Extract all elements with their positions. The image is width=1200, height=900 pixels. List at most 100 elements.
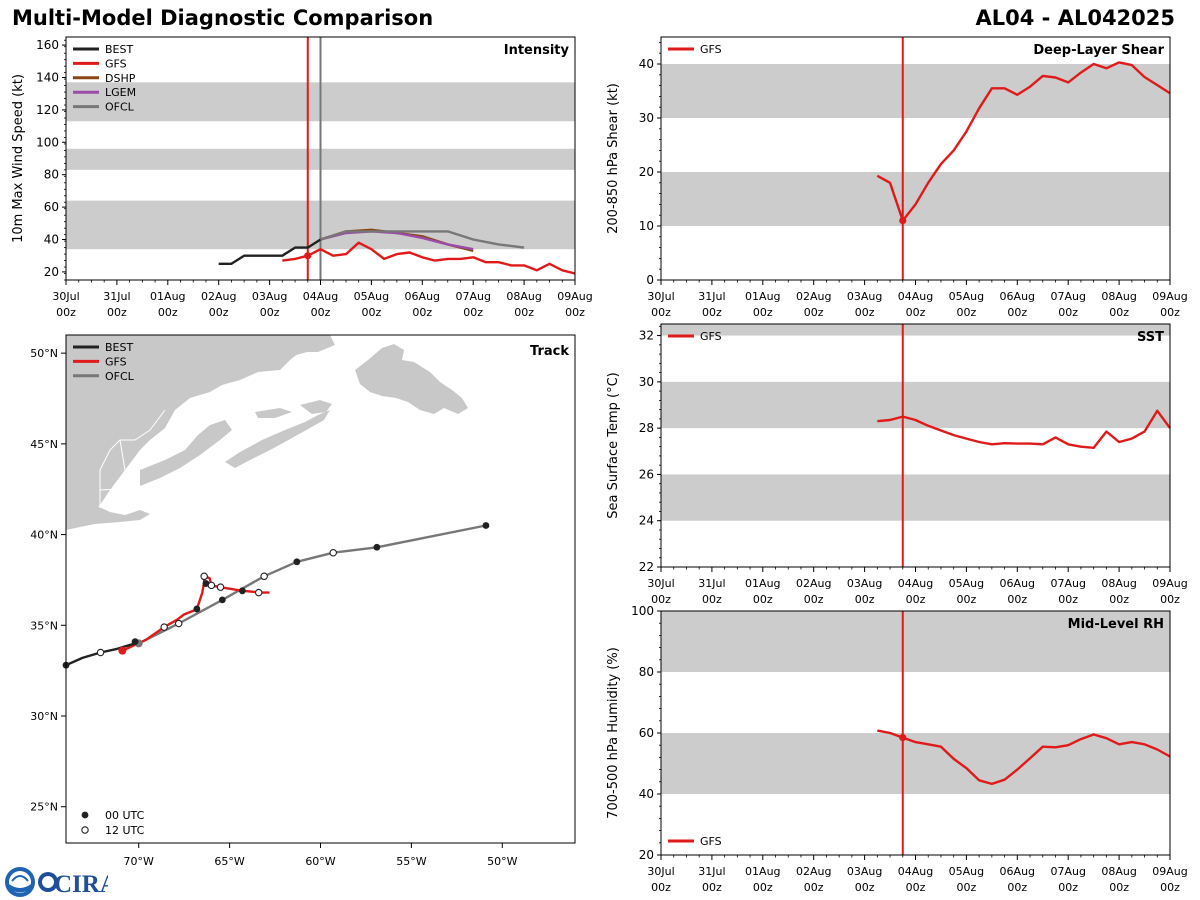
- sst-frame: [660, 323, 1171, 568]
- track-x-tick-label: 55°W: [396, 855, 426, 868]
- rh-marker: [899, 733, 907, 742]
- rh-x-tick-label: 00z: [753, 881, 773, 894]
- anticosti-land: [290, 344, 322, 355]
- track-map: 70°W 65°W 60°W 55°W 50°W 25°N 30°N 35°N 40°N 45°N…: [30, 334, 576, 868]
- sst-y-tick-label: 26: [639, 467, 654, 481]
- shear-x-tick-label: 08Aug: [1101, 290, 1136, 303]
- sst-x-tick-label: 00z: [855, 593, 875, 606]
- intensity-x-tick-label: 08Aug: [506, 290, 541, 303]
- newfoundland-land: [355, 344, 468, 414]
- rh-y-tick-label: 40: [639, 787, 654, 801]
- nova-scotia-land: [225, 410, 330, 468]
- rh-x-tick-label: 03Aug: [847, 865, 882, 878]
- shear-y-tick-label: 0: [646, 273, 654, 287]
- noaa-logo: [5, 867, 35, 897]
- rh-x-tick-label: 00z: [1160, 881, 1180, 894]
- intensity-y-tick-label: 80: [44, 168, 59, 182]
- intensity-marker: [304, 252, 312, 260]
- intensity-x-tick-label: 00z: [311, 306, 331, 319]
- shear-ylabel: 200-850 hPa Shear (kt): [606, 83, 621, 234]
- sst-x-tick-label: 07Aug: [1050, 577, 1085, 590]
- sst-band: [661, 324, 1170, 336]
- rh-y-tick-label: 20: [639, 848, 654, 862]
- legend-12utc-marker: [81, 826, 89, 834]
- legend-00utc-marker: [81, 811, 89, 819]
- shear-x-tick-label: 00z: [804, 306, 824, 319]
- sst-x-tick-label: 00z: [651, 593, 671, 606]
- track-legend-label-ofcl: OFCL: [105, 370, 135, 383]
- shear-x-tick-label: 00z: [1160, 306, 1180, 319]
- intensity-legend-label-gfs: GFS: [105, 57, 127, 70]
- shear-marker: [899, 217, 907, 225]
- intensity-x-tick-label: 05Aug: [354, 290, 389, 303]
- intensity-y-tick-label: 20: [44, 265, 59, 279]
- sst-y-tick-label: 32: [639, 329, 654, 343]
- rh-title: Mid-Level RH: [1068, 617, 1164, 632]
- shear-x-tick-label: 00z: [702, 306, 722, 319]
- rh-x-tick-label: 00z: [804, 881, 824, 894]
- rh-x-tick-label: 00z: [855, 881, 875, 894]
- rh-chart: 20 40 60 80 100 30Jul 00z 31Jul 00z 01Aug 00z 02Aug…: [606, 604, 1188, 894]
- legend-00utc-label: 00 UTC: [105, 809, 145, 822]
- intensity-x-tick-label: 01Aug: [150, 290, 185, 303]
- sst-ylabel: Sea Surface Temp (°C): [606, 372, 621, 519]
- shear-x-tick-label: 00z: [1109, 306, 1129, 319]
- cape-cod-land: [66, 505, 150, 530]
- track-x-tick-label: 60°W: [305, 855, 335, 868]
- rh-x-tick-label: 02Aug: [796, 865, 831, 878]
- shear-chart: 0 10 20 30 40 30Jul 00z 31Jul 00z 01Aug 00z 02Aug 00…: [606, 36, 1188, 319]
- intensity-x-tick-label: 09Aug: [557, 290, 592, 303]
- intensity-title: Intensity: [504, 43, 570, 58]
- storm-id: AL04 - AL042025: [975, 6, 1176, 30]
- rh-x-tick-label: 00z: [1007, 881, 1027, 894]
- track-y-tick-label: 35°N: [30, 619, 58, 632]
- shear-legend-label-gfs: GFS: [700, 43, 722, 56]
- sst-band: [661, 474, 1170, 521]
- intensity-y-tick-label: 60: [44, 200, 59, 214]
- rh-y-tick-label: 100: [631, 604, 654, 618]
- intensity-chart: 20 40 60 80 100 120 140 160 30Jul 00z 31Jul 00z 01Au…: [11, 36, 593, 319]
- intensity-y-tick-label: 160: [36, 38, 59, 52]
- cape-breton-land: [300, 400, 332, 414]
- sst-x-tick-label: 02Aug: [796, 577, 831, 590]
- rh-x-tick-label: 01Aug: [745, 865, 780, 878]
- track-point-12utc: [160, 623, 168, 631]
- shear-x-tick-label: 06Aug: [1000, 290, 1035, 303]
- shear-title: Deep-Layer Shear: [1033, 43, 1164, 58]
- cira-logo: CIRA: [38, 871, 108, 898]
- track-x-tick-label: 70°W: [124, 855, 154, 868]
- shear-y-tick-label: 30: [639, 111, 654, 125]
- intensity-x-tick-label: 00z: [56, 306, 76, 319]
- shear-x-tick-label: 00z: [906, 306, 926, 319]
- intensity-y-tick-label: 120: [36, 103, 59, 117]
- shear-band: [661, 172, 1170, 226]
- sst-x-tick-label: 08Aug: [1101, 577, 1136, 590]
- intensity-ylabel: 10m Max Wind Speed (kt): [11, 74, 26, 243]
- sst-x-tick-label: 01Aug: [745, 577, 780, 590]
- sst-title: SST: [1137, 330, 1164, 345]
- intensity-x-tick-label: 00z: [158, 306, 178, 319]
- track-point-00utc: [218, 596, 226, 604]
- page-title: Multi-Model Diagnostic Comparison: [12, 6, 434, 30]
- track-y-tick-label: 50°N: [30, 347, 58, 360]
- sst-y-tick-label: 24: [639, 514, 654, 528]
- track-series-ofcl: [138, 524, 487, 645]
- track-point-00utc: [193, 605, 201, 613]
- intensity-x-tick-label: 07Aug: [455, 290, 490, 303]
- sst-x-tick-label: 00z: [906, 593, 926, 606]
- intensity-x-tick-label: 04Aug: [303, 290, 338, 303]
- track-y-tick-label: 45°N: [30, 438, 58, 451]
- shear-frame: [660, 36, 1171, 281]
- shear-x-tick-label: 30Jul: [647, 290, 674, 303]
- intensity-x-tick-label: 30Jul: [52, 290, 79, 303]
- sst-x-tick-label: 04Aug: [898, 577, 933, 590]
- track-series-gfs: [121, 575, 270, 652]
- track-legend-label-gfs: GFS: [105, 355, 127, 368]
- intensity-x-tick-label: 00z: [463, 306, 483, 319]
- track-point-00utc: [131, 638, 139, 646]
- rh-x-tick-label: 07Aug: [1050, 865, 1085, 878]
- track-point-12utc: [200, 572, 208, 581]
- track-x-tick-label: 50°W: [487, 855, 517, 868]
- logo-block: CIRA: [4, 866, 108, 898]
- sst-x-tick-label: 06Aug: [1000, 577, 1035, 590]
